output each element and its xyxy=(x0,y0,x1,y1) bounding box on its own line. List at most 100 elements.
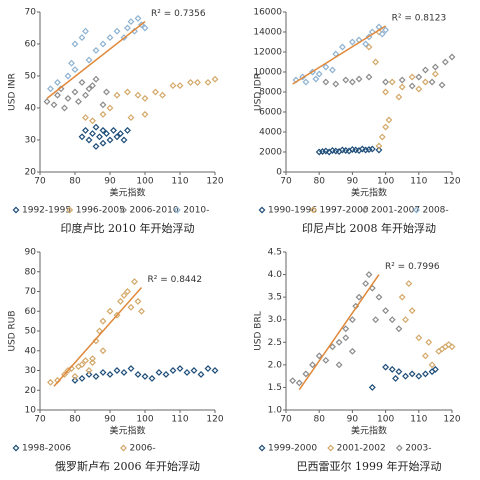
scatter-point xyxy=(61,104,68,112)
scatter-point xyxy=(131,278,138,286)
scatter-point xyxy=(43,98,51,106)
scatter-point xyxy=(85,136,93,144)
scatter-point xyxy=(204,78,212,86)
y-tick-label: 2000 xyxy=(259,148,282,158)
legend-label: 1999-2000 xyxy=(268,444,317,454)
scatter-point xyxy=(92,46,100,54)
legend-marker xyxy=(12,206,20,214)
scatter-point xyxy=(152,88,159,96)
scatter-point xyxy=(96,327,103,335)
x-tick-label: 120 xyxy=(206,177,223,187)
scatter-point xyxy=(134,91,142,99)
legend-marker xyxy=(173,206,181,214)
legend-label: 2006-2010 xyxy=(130,206,179,216)
scatter-point xyxy=(382,26,390,34)
r-squared-label: R² = 0.8123 xyxy=(392,14,447,24)
scatter-point xyxy=(448,343,456,351)
scatter-point xyxy=(415,334,423,342)
scatter-point xyxy=(92,123,100,131)
scatter-point xyxy=(82,357,89,365)
y-tick-label: 12000 xyxy=(253,48,282,58)
legend-label: 2006- xyxy=(130,444,156,454)
y-tick-label: 20 xyxy=(25,386,37,396)
y-tick-label: 3.0 xyxy=(268,315,283,325)
scatter-point xyxy=(103,130,110,138)
scatter-point xyxy=(120,369,128,376)
scatter-point xyxy=(392,374,400,382)
scatter-point xyxy=(50,101,58,109)
y-axis-label: USD INR xyxy=(8,73,18,111)
y-tick-label: 30 xyxy=(25,366,37,376)
legend-marker xyxy=(12,444,20,452)
r-squared-label: R² = 0.8442 xyxy=(148,275,203,285)
scatter-point xyxy=(378,133,386,141)
scatter-point xyxy=(335,338,343,346)
scatter-point xyxy=(99,347,107,355)
x-axis-label: 美元指数 xyxy=(109,425,145,437)
legend-marker xyxy=(361,206,369,214)
scatter-point xyxy=(362,280,370,288)
legend-marker xyxy=(258,206,266,214)
scatter-point xyxy=(99,101,107,109)
x-tick-label: 100 xyxy=(377,415,394,425)
chart-caption: 巴西雷亚尔 1999 年开始浮动 xyxy=(297,459,442,473)
y-tick-label: 6000 xyxy=(259,108,282,118)
scatter-point xyxy=(289,377,297,385)
scatter-point xyxy=(99,139,107,147)
x-tick-label: 100 xyxy=(136,177,153,187)
scatter-point xyxy=(302,370,310,378)
scatter-point xyxy=(117,297,124,305)
y-tick-label: 50 xyxy=(25,72,37,82)
scatter-point xyxy=(402,372,409,380)
scatter-point xyxy=(431,365,439,373)
scatter-point xyxy=(302,78,310,86)
scatter-point xyxy=(71,376,79,384)
scatter-point xyxy=(148,374,156,382)
x-tick-label: 80 xyxy=(313,415,325,425)
y-tick-label: 20 xyxy=(25,168,37,178)
legend-label: 1998-2006 xyxy=(22,444,71,454)
scatter-point xyxy=(120,136,128,144)
scatter-point xyxy=(85,367,93,374)
scatter-point xyxy=(425,338,433,346)
scatter-point xyxy=(159,91,166,99)
scatter-point xyxy=(372,58,380,66)
scatter-point xyxy=(127,365,135,372)
x-tick-label: 120 xyxy=(443,415,460,425)
scatter-point xyxy=(342,76,350,84)
scatter-point xyxy=(120,292,128,299)
y-tick-label: 2.5 xyxy=(268,338,282,348)
scatter-point xyxy=(211,367,219,374)
scatter-point xyxy=(106,307,114,315)
legend-label: 2003- xyxy=(405,444,431,454)
scatter-point xyxy=(89,82,96,90)
scatter-point xyxy=(106,104,114,112)
scatter-point xyxy=(89,117,96,125)
y-tick-label: 80 xyxy=(25,267,37,277)
legend-marker xyxy=(310,206,317,214)
scatter-point xyxy=(92,75,100,83)
scatter-point xyxy=(372,316,380,324)
legend-marker xyxy=(120,206,127,214)
scatter-point xyxy=(375,146,383,154)
scatter-point xyxy=(332,80,340,88)
x-axis-label: 美元指数 xyxy=(109,187,145,199)
scatter-point xyxy=(82,126,89,134)
scatter-point xyxy=(322,356,330,364)
trendline xyxy=(298,274,380,391)
scatter-point xyxy=(431,70,439,78)
legend-label: 1992-1995 xyxy=(22,206,71,216)
scatter-point xyxy=(68,59,75,67)
x-tick-label: 110 xyxy=(410,177,427,187)
scatter-point xyxy=(127,18,135,26)
legend-label: 2001-2002 xyxy=(337,444,386,454)
chart-caption: 俄罗斯卢布 2006 年开始浮动 xyxy=(55,459,200,473)
scatter-point xyxy=(421,78,429,86)
scatter-point xyxy=(47,378,54,386)
x-tick-label: 110 xyxy=(410,415,427,425)
r-squared-label: R² = 0.7996 xyxy=(385,262,440,272)
scatter-point xyxy=(85,56,93,64)
scatter-point xyxy=(78,34,86,42)
scatter-point xyxy=(113,27,121,35)
scatter-point xyxy=(127,114,135,122)
